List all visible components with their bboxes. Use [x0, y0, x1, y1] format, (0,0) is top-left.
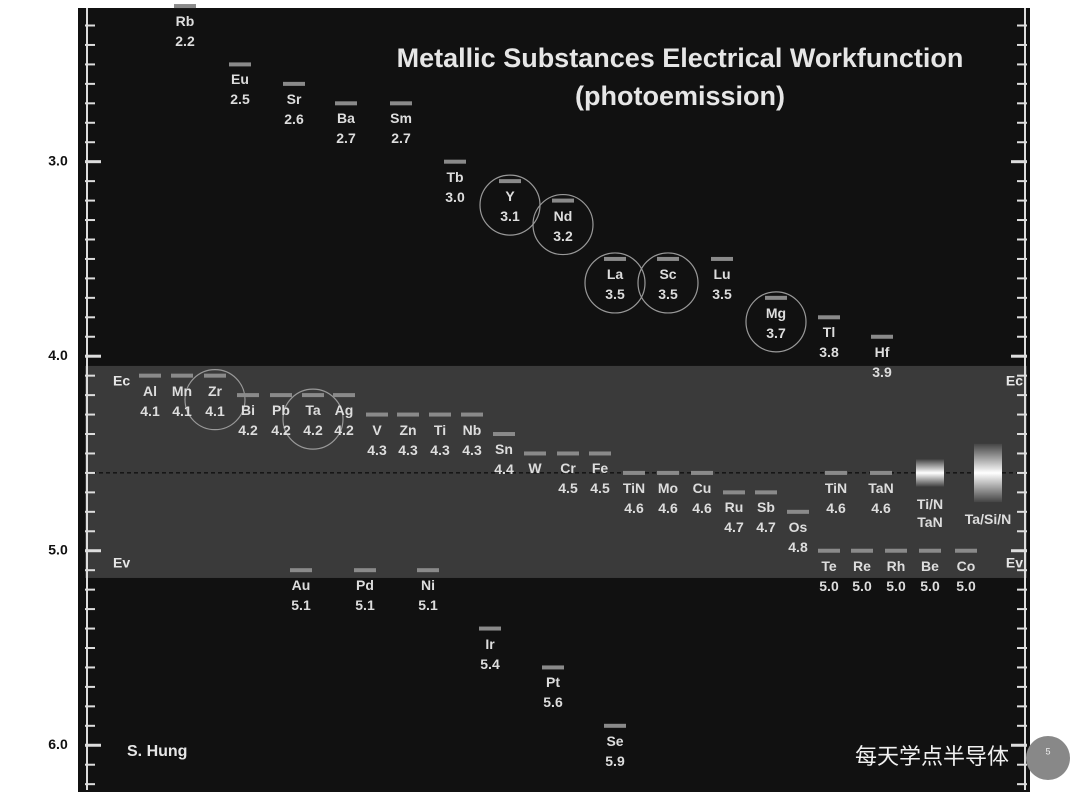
level-bar	[290, 568, 312, 573]
level-bar	[657, 470, 679, 475]
highlight-circle	[282, 388, 344, 450]
highlight-circle	[584, 252, 646, 314]
level-bar	[755, 490, 777, 495]
level-bar	[542, 665, 564, 670]
y-tick-label: 5.0	[48, 541, 68, 557]
level-bar	[955, 548, 977, 553]
level-bar	[171, 373, 193, 378]
level-bar	[919, 548, 941, 553]
level-bar	[479, 626, 501, 631]
chart-title: Metallic Substances Electrical Workfunct…	[397, 43, 964, 73]
range-bar	[974, 443, 1002, 503]
level-bar	[851, 548, 873, 553]
y-tick-label: 6.0	[48, 736, 68, 752]
level-bar	[604, 723, 626, 728]
level-bar	[623, 470, 645, 475]
level-bar	[818, 315, 840, 320]
level-bar	[657, 256, 679, 261]
level-bar	[302, 393, 324, 398]
level-bar	[366, 412, 388, 417]
level-bar	[870, 470, 892, 475]
range-bar	[916, 459, 944, 487]
level-bar	[765, 295, 787, 300]
chart-subtitle: (photoemission)	[575, 81, 785, 111]
level-bar	[139, 373, 161, 378]
band-top-label: Ec	[113, 373, 130, 389]
level-bar	[499, 179, 521, 184]
level-bar	[493, 432, 515, 437]
level-bar	[397, 412, 419, 417]
highlight-circle	[745, 291, 807, 353]
band-bottom-label: Ev	[1006, 555, 1023, 571]
highlight-circle	[637, 252, 699, 314]
level-bar	[589, 451, 611, 456]
level-bar	[333, 393, 355, 398]
level-bar	[229, 62, 251, 67]
level-bar	[557, 451, 579, 456]
watermark: 每天学点半导体	[855, 744, 1009, 769]
level-bar	[461, 412, 483, 417]
level-bar	[524, 451, 546, 456]
level-bar	[552, 198, 574, 203]
band-bottom-label: Ev	[113, 555, 130, 571]
level-bar	[723, 490, 745, 495]
level-bar	[429, 412, 451, 417]
level-bar	[691, 470, 713, 475]
level-bar	[335, 101, 357, 106]
level-bar	[871, 334, 893, 339]
highlight-circle	[184, 369, 246, 431]
highlight-circle	[532, 193, 594, 256]
y-tick-label: 4.0	[48, 347, 68, 363]
level-bar	[825, 470, 847, 475]
level-bar	[174, 4, 196, 9]
author: S. Hung	[127, 743, 187, 760]
level-bar	[270, 393, 292, 398]
level-bar	[283, 81, 305, 86]
level-bar	[354, 568, 376, 573]
level-bar	[818, 548, 840, 553]
level-bar	[417, 568, 439, 573]
level-bar	[390, 101, 412, 106]
level-bar	[237, 393, 259, 398]
slide-number-badge	[1026, 736, 1070, 780]
level-bar	[444, 159, 466, 164]
y-tick-label: 3.0	[48, 152, 68, 168]
slide-number: 5	[1045, 746, 1050, 756]
level-bar	[204, 373, 226, 378]
level-bar	[604, 256, 626, 261]
level-bar	[885, 548, 907, 553]
level-bar	[711, 256, 733, 261]
level-bar	[787, 509, 809, 514]
